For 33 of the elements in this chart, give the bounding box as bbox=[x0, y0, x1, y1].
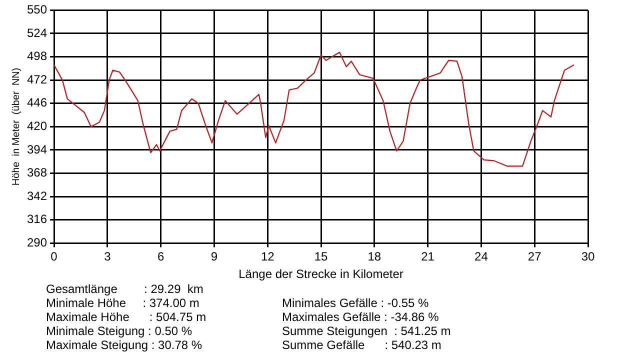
x-tick-label: 27 bbox=[528, 250, 542, 264]
x-tick-label: 15 bbox=[314, 250, 328, 264]
text: Minimale Steigung : 0.50 % bbox=[46, 324, 194, 338]
y-tick-label: 420 bbox=[26, 119, 48, 134]
x-tick-label: 30 bbox=[581, 250, 595, 264]
x-axis-title: Länge der Strecke in Kilometer bbox=[238, 267, 404, 282]
y-tick-label: 316 bbox=[26, 212, 48, 226]
x-tick-label: 21 bbox=[421, 250, 435, 264]
text: Summe Gefälle : 540.23 m bbox=[282, 338, 442, 352]
text: Gesamtlänge : 29.29 km bbox=[46, 282, 204, 296]
text: Maximales Gefälle : -34.86 % bbox=[282, 310, 440, 324]
y-tick-label: 446 bbox=[26, 96, 48, 110]
text: Minimale Höhe : 374.00 m bbox=[46, 296, 200, 310]
y-tick-label: 394 bbox=[26, 142, 48, 156]
y-tick-label: 524 bbox=[26, 26, 48, 40]
y-tick-label: 342 bbox=[26, 188, 48, 203]
y-tick-label: 498 bbox=[26, 49, 48, 64]
y-tick-label: 472 bbox=[26, 72, 48, 86]
text: Summe Steigungen : 541.25 m bbox=[282, 324, 451, 338]
text: Maximale Höhe : 504.75 m bbox=[46, 310, 208, 324]
y-tick-label: 550 bbox=[26, 2, 48, 17]
y-axis-title: Höhe in Meter (über NN) bbox=[10, 68, 22, 186]
x-tick-label: 24 bbox=[474, 250, 488, 264]
y-tick-label: 368 bbox=[26, 166, 48, 180]
x-tick-label: 6 bbox=[157, 250, 164, 264]
y-tick-label: 290 bbox=[26, 236, 48, 250]
x-tick-label: 12 bbox=[260, 250, 275, 264]
x-tick-label: 3 bbox=[104, 250, 112, 264]
x-tick-label: 9 bbox=[210, 250, 218, 264]
x-tick-label: 18 bbox=[368, 250, 382, 264]
text: Maximale Steigung : 30.78 % bbox=[46, 338, 204, 352]
text: Minimales Gefälle : -0.55 % bbox=[282, 296, 430, 310]
x-tick-label: 0 bbox=[50, 250, 58, 264]
